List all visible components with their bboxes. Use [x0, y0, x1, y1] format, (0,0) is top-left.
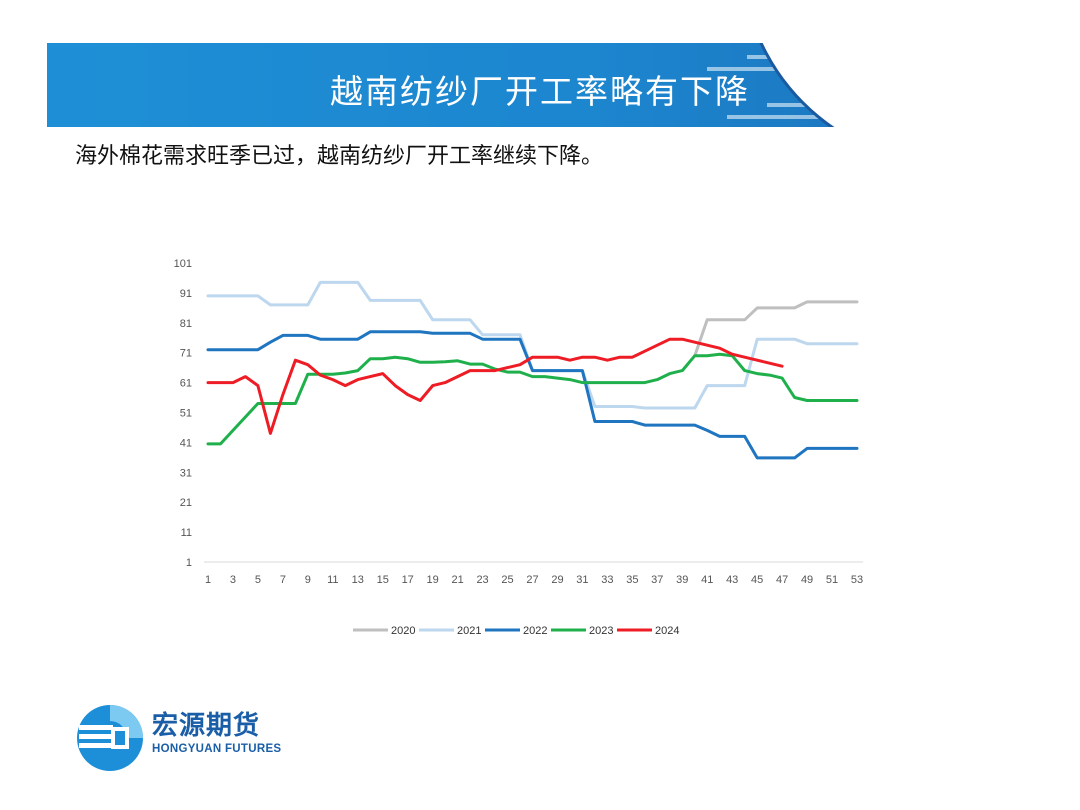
- hongyuan-logo-icon: [77, 705, 143, 771]
- x-tick-label: 15: [377, 574, 389, 586]
- x-tick-label: 1: [205, 574, 211, 586]
- legend-label-2021: 2021: [457, 625, 481, 637]
- logo-name-en: HONGYUAN FUTURES: [152, 743, 282, 755]
- x-tick-label: 47: [776, 574, 788, 586]
- x-tick-label: 51: [826, 574, 838, 586]
- x-tick-label: 3: [230, 574, 236, 586]
- x-tick-label: 43: [726, 574, 738, 586]
- legend-label-2022: 2022: [523, 625, 547, 637]
- x-tick-label: 31: [576, 574, 588, 586]
- logo-name-cn: 宏源期货: [152, 711, 261, 741]
- chart-legend: 2020 2021 2022 2023 2024: [353, 625, 679, 637]
- legend-label-2024: 2024: [655, 625, 679, 637]
- y-tick-label: 21: [180, 497, 192, 509]
- x-tick-label: 5: [255, 574, 261, 586]
- slide-subtitle: 海外棉花需求旺季已过，越南纺纱厂开工率继续下降。: [75, 144, 604, 169]
- y-tick-label: 51: [180, 408, 192, 420]
- x-tick-label: 21: [451, 574, 463, 586]
- x-tick-label: 19: [427, 574, 439, 586]
- x-tick-label: 7: [280, 574, 286, 586]
- series-line-2024: [206, 337, 784, 435]
- series-line-2021: [206, 280, 859, 410]
- x-tick-label: 39: [676, 574, 688, 586]
- y-tick-label: 1: [186, 557, 192, 569]
- y-tick-label: 81: [180, 318, 192, 330]
- x-tick-label: 29: [551, 574, 563, 586]
- series-line-2023: [206, 352, 859, 446]
- title-banner: 越南纺纱厂开工率略有下降: [47, 43, 1033, 127]
- y-tick-label: 41: [180, 437, 192, 449]
- x-tick-label: 11: [327, 574, 338, 586]
- x-tick-label: 27: [526, 574, 538, 586]
- y-tick-label: 91: [180, 288, 192, 300]
- legend-label-2023: 2023: [589, 625, 613, 637]
- slide-title: 越南纺纱厂开工率略有下降: [330, 72, 750, 111]
- y-tick-label: 11: [181, 527, 192, 539]
- x-tick-label: 37: [651, 574, 663, 586]
- company-logo: 宏源期货 HONGYUAN FUTURES: [75, 703, 315, 773]
- x-tick-label: 23: [476, 574, 488, 586]
- x-tick-label: 45: [751, 574, 763, 586]
- x-tick-label: 49: [801, 574, 813, 586]
- y-tick-label: 101: [174, 258, 192, 270]
- y-tick-label: 61: [180, 378, 192, 390]
- x-tick-label: 53: [851, 574, 863, 586]
- y-tick-label: 71: [180, 348, 192, 360]
- x-tick-label: 35: [626, 574, 638, 586]
- x-tick-label: 17: [402, 574, 414, 586]
- legend-label-2020: 2020: [391, 625, 415, 637]
- x-tick-label: 41: [701, 574, 713, 586]
- x-tick-label: 13: [352, 574, 364, 586]
- series-line-2022: [206, 330, 859, 460]
- y-tick-label: 31: [180, 467, 192, 479]
- x-tick-label: 33: [601, 574, 613, 586]
- x-tick-label: 25: [501, 574, 513, 586]
- series-line-2020: [693, 300, 859, 358]
- chart-series: [206, 280, 859, 460]
- x-tick-label: 9: [305, 574, 311, 586]
